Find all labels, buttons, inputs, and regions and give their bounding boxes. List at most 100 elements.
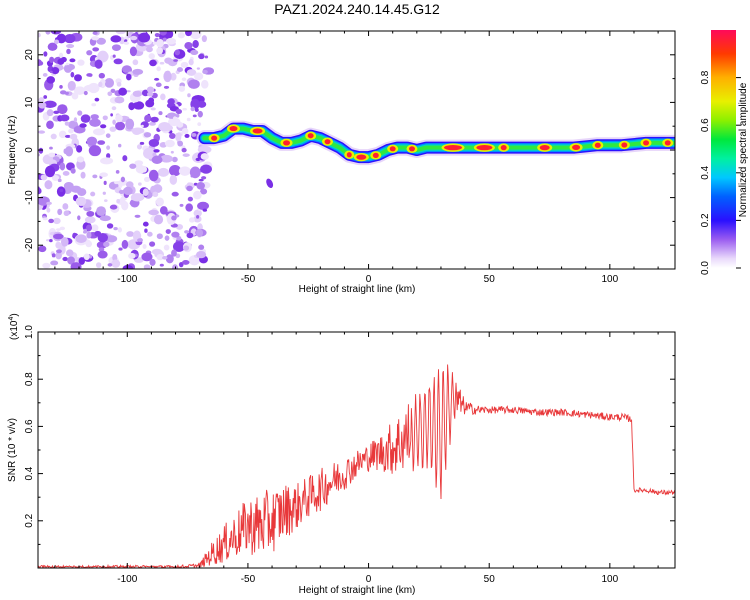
snr-xtick-label: 100 [602,574,619,585]
noise-speckle [176,113,180,118]
noise-speckle [189,217,195,223]
noise-speckle [170,150,174,154]
noise-speckle [182,153,190,157]
noise-speckle [142,221,149,227]
noise-speckle [69,133,78,140]
noise-speckle [64,34,76,44]
noise-speckle [150,107,156,111]
snr-ytick-label: 0.6 [24,419,35,433]
noise-speckle [70,185,82,193]
noise-speckle [63,210,70,217]
noise-speckle [171,156,178,163]
spectrogram-xtick-label: 100 [602,274,619,285]
noise-speckle [83,90,88,96]
noise-speckle [110,35,122,43]
noise-speckle [77,59,85,66]
noise-speckle [148,138,160,147]
noise-speckle [91,224,99,232]
noise-speckle [176,67,183,73]
snr-ylabel: SNR (10 * v/v) [7,418,18,482]
noise-speckle [60,237,69,247]
snr-ytick-label: 0.8 [24,372,35,386]
noise-speckle [64,64,72,73]
snr-xtick-label: -100 [117,574,137,585]
ridge-hotspot [346,152,352,158]
noise-speckle [122,264,134,269]
spectrogram-ytick-label: 20 [24,49,35,61]
noise-speckle [156,253,164,261]
noise-speckle [94,97,100,102]
noise-speckle [125,118,135,130]
spectrogram-ytick-label: 0 [24,147,35,153]
noise-speckle [153,149,160,153]
noise-speckle [181,260,190,265]
noise-speckle [86,136,98,146]
noise-speckle [180,61,189,68]
noise-speckle [156,233,163,240]
noise-speckle [86,231,92,239]
noise-speckle [107,263,113,267]
noise-speckle [83,253,90,261]
noise-speckle [143,264,151,269]
snr-axes: -100 -50 0 50 100 0.2 0.4 0.6 0.8 1.0 [24,325,675,585]
noise-speckle [158,121,171,132]
noise-speckle [196,214,200,219]
noise-speckle [164,139,175,148]
noise-speckle [64,121,70,126]
noise-speckle [115,31,126,35]
noise-speckle [62,203,69,210]
noise-speckle [163,70,172,83]
noise-speckle [46,239,50,242]
noise-speckle [150,185,157,194]
noise-speckle [200,188,208,195]
noise-speckle [62,256,68,262]
noise-speckle [107,91,113,97]
noise-speckle [38,130,46,134]
noise-speckle [148,121,156,126]
noise-speckle [94,59,103,69]
noise-speckle [165,229,171,234]
noise-speckle [152,152,157,157]
noise-speckle [166,37,177,45]
noise-speckle [185,31,192,37]
noise-speckle [122,155,128,162]
noise-speckle [56,249,62,254]
noise-speckle [138,32,151,43]
noise-speckle [189,31,202,40]
noise-speckle [77,215,81,221]
noise-speckle [183,245,190,251]
noise-speckle [190,49,199,55]
noise-speckle [147,231,153,237]
noise-speckle [144,114,152,123]
snr-xtick-label: 0 [366,574,372,585]
noise-speckle [72,232,77,237]
snr-ytick-label: 0.2 [24,513,35,527]
noise-speckle [65,44,75,49]
noise-speckle [163,244,170,251]
noise-speckle [192,40,199,49]
ridge-hotspot [444,145,463,151]
noise-speckle [57,178,62,183]
noise-speckle [111,44,121,52]
noise-speckle [102,115,108,121]
noise-speckle [83,228,88,233]
noise-speckle [131,127,145,134]
noise-speckle [175,109,183,115]
noise-speckle [196,228,204,238]
noise-speckle [186,117,191,122]
noise-speckle [51,66,60,75]
noise-speckle [171,191,179,197]
noise-speckle [44,180,53,190]
noise-speckle [139,141,145,145]
noise-speckle [44,165,56,178]
noise-speckle [48,218,54,224]
noise-speckle [70,262,82,269]
ridge-hotspot [211,135,218,141]
noise-speckle [198,178,204,182]
noise-speckle [113,181,120,185]
isolated-blob [266,178,274,189]
noise-speckle [111,106,117,111]
noise-speckle [59,52,64,59]
noise-speckle [169,174,178,185]
